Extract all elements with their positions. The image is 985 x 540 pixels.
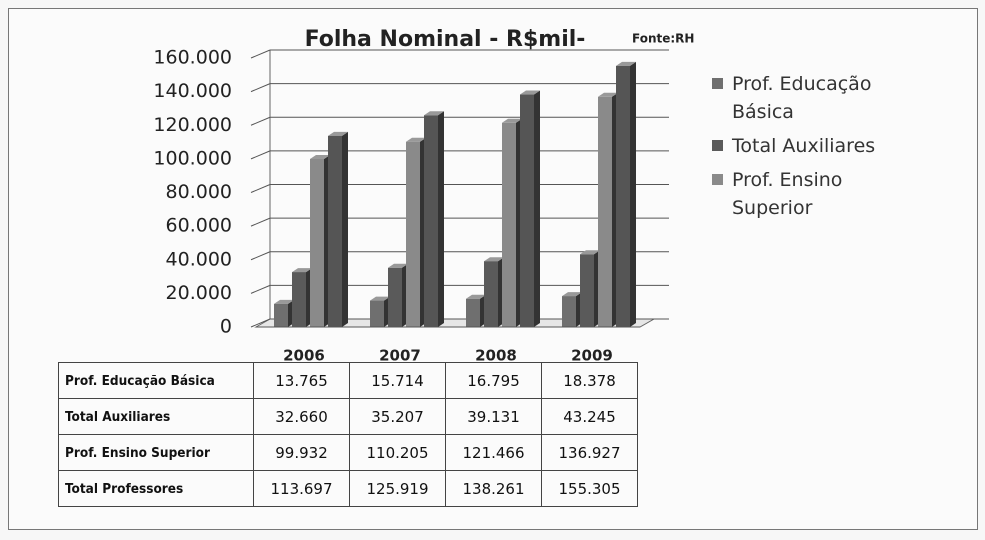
table-cell: 13.765 (253, 362, 350, 399)
bar-top (328, 131, 348, 136)
bar-top (502, 118, 522, 123)
y-tick-label: 20.000 (166, 282, 232, 304)
table-cell: 16.795 (445, 362, 542, 399)
chart-title: Folha Nominal - R$mil- (305, 27, 586, 52)
table-row: Prof. Educação Básica 13.765 15.714 16.795 1… (58, 362, 638, 399)
bar (580, 254, 594, 327)
table-cell: 110.205 (349, 434, 446, 471)
bar (502, 122, 516, 328)
table-row: Total Auxiliares 32.660 35.207 39.131 43.245 (58, 398, 638, 435)
tick-mark (250, 217, 271, 227)
bar (484, 261, 498, 327)
y-tick-label: 120.000 (153, 114, 232, 136)
bar-side (342, 131, 348, 327)
row-header: Total Auxiliares (58, 398, 254, 435)
bar-top (388, 263, 408, 268)
tick-mark (250, 116, 271, 126)
y-tick-label: 40.000 (166, 248, 232, 270)
legend-swatch (712, 140, 723, 151)
tick-mark (250, 150, 271, 160)
bar (424, 115, 438, 328)
table-cell: 18.378 (541, 362, 638, 399)
table-row: Prof. Ensino Superior 99.932 110.205 121.46… (58, 434, 638, 471)
bar (370, 300, 384, 327)
bar-top (520, 90, 540, 95)
bar (466, 298, 480, 327)
bar-top (370, 296, 390, 301)
table-row: Total Professores 113.697 125.919 138.261 15… (58, 470, 638, 507)
bar-top (292, 268, 312, 273)
table-cell: 121.466 (445, 434, 542, 471)
y-tick-label: 0 (220, 316, 232, 338)
table-cell: 43.245 (541, 398, 638, 435)
bar-top (598, 92, 618, 97)
row-header: Prof. Educação Básica (58, 362, 254, 399)
legend-item: Prof. Ensino Superior (712, 166, 892, 222)
legend-item: Prof. Educação Básica (712, 70, 892, 126)
bar-top (274, 299, 294, 304)
y-tick-label: 80.000 (166, 181, 232, 203)
y-tick-label: 140.000 (153, 80, 232, 102)
bar-top (310, 154, 330, 159)
legend-swatch (712, 174, 723, 185)
table-cell: 155.305 (541, 470, 638, 507)
x-tick-label: 2009 (571, 347, 613, 365)
bar (310, 158, 324, 327)
legend-label: Total Auxiliares (732, 135, 876, 157)
bar-top (580, 250, 600, 255)
bar (598, 96, 612, 328)
table-cell: 125.919 (349, 470, 446, 507)
bar (406, 141, 420, 327)
table-cell: 138.261 (445, 470, 542, 507)
x-tick-label: 2007 (379, 347, 421, 365)
table-cell: 32.660 (253, 398, 350, 435)
row-header: Total Professores (58, 470, 254, 507)
bar-side (534, 90, 540, 327)
table-cell: 15.714 (349, 362, 446, 399)
legend-item: Total Auxiliares (712, 132, 892, 160)
data-table: Prof. Educação Básica 13.765 15.714 16.795 1… (58, 362, 638, 507)
legend-label: Prof. Educação Básica (732, 73, 872, 123)
tick-mark (250, 284, 271, 294)
bar (562, 296, 576, 327)
bar-top (424, 111, 444, 116)
tick-mark (250, 251, 271, 261)
bar (292, 272, 306, 327)
annotation: Fonte:RH (632, 32, 694, 46)
y-tick-label: 160.000 (153, 47, 232, 69)
table-cell: 35.207 (349, 398, 446, 435)
legend-swatch (712, 78, 723, 89)
bar (328, 135, 342, 327)
row-header: Prof. Ensino Superior (58, 434, 254, 471)
tick-mark (250, 318, 271, 328)
x-tick-label: 2006 (283, 347, 325, 365)
legend-label: Prof. Ensino Superior (732, 169, 843, 219)
table-cell: 99.932 (253, 434, 350, 471)
bar (616, 65, 630, 328)
bar-side (438, 111, 444, 328)
bar-top (616, 61, 636, 66)
table-cell: 113.697 (253, 470, 350, 507)
bar-top (466, 294, 486, 299)
x-tick-label: 2008 (475, 347, 517, 365)
bar-top (484, 257, 504, 262)
y-tick-label: 100.000 (153, 147, 232, 169)
tick-mark (250, 184, 271, 193)
bar (274, 303, 288, 327)
bar-top (406, 137, 426, 142)
legend: Prof. Educação Básica Total Auxiliares Pro… (712, 70, 892, 228)
table-cell: 136.927 (541, 434, 638, 471)
y-tick-label: 60.000 (166, 215, 232, 237)
tick-mark (250, 49, 271, 59)
table-cell: 39.131 (445, 398, 542, 435)
bar (520, 94, 534, 327)
bar-side (630, 61, 636, 328)
tick-mark (250, 83, 271, 93)
bar-top (562, 292, 582, 297)
bar (388, 267, 402, 327)
